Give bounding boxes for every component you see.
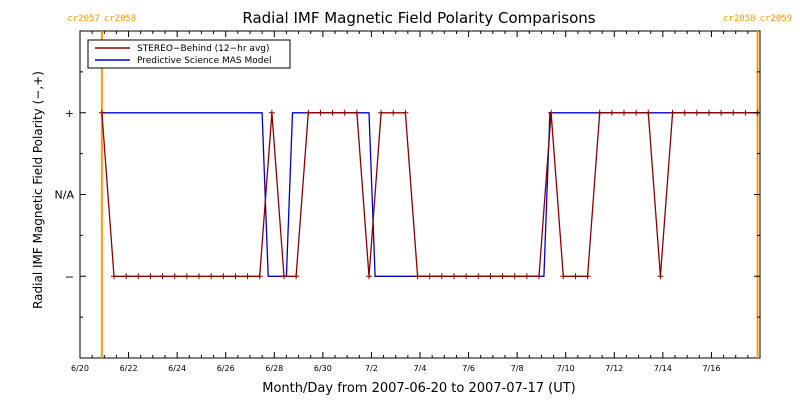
x-tick-label: 6/28 [265,364,283,373]
data-point-plus [171,273,178,280]
carrington-label-left: cr2057 [67,14,100,24]
data-point-plus [438,273,445,280]
series-line-mas-model [101,112,758,277]
data-point-plus [390,109,397,116]
x-tick-label: 7/4 [414,364,427,373]
data-point-plus [98,109,105,116]
data-point-plus [548,109,555,116]
data-point-plus [669,109,676,116]
data-point-plus [123,273,130,280]
x-tick-label: 6/22 [120,364,138,373]
data-point-plus [244,273,251,280]
series-line-stereo-behind [101,112,758,277]
data-point-plus [706,109,712,116]
data-point-plus [475,273,482,280]
data-point-plus [572,273,579,280]
legend: STEREO−Behind (12−hr avg) Predictive Sci… [87,39,291,69]
data-point-plus [268,109,275,116]
data-point-plus [208,273,215,280]
x-tick-label: 7/12 [605,364,623,373]
plot-frame-layer [79,30,761,359]
data-point-plus [256,273,263,280]
legend-box [87,39,291,69]
y-tick-label: − [65,270,74,283]
data-point-plus [693,109,700,116]
data-point-plus [657,273,664,280]
x-axis-label: Month/Day from 2007-06-20 to 2007-07-17 … [262,381,575,396]
data-point-plus [281,273,287,280]
series-layer [98,109,761,280]
carrington-label-right: cr2058 [104,14,137,24]
carrington-label-right: cr2059 [760,14,793,24]
data-point-plus [633,109,640,116]
data-point-plus [511,273,518,280]
data-point-plus [135,273,142,280]
data-point-plus [341,109,348,116]
data-point-plus [487,273,494,280]
data-point-plus [414,273,421,280]
data-point-plus [451,273,457,280]
data-point-plus [220,273,227,280]
data-point-plus [159,273,166,280]
data-point-plus [378,109,385,116]
legend-label-stereo: STEREO−Behind (12−hr avg) [137,44,270,54]
data-point-plus [718,109,725,116]
data-point-plus [584,273,591,280]
data-point-plus [183,273,190,280]
data-point-plus [523,273,530,280]
x-tick-label: 6/30 [314,364,332,373]
x-tick-label: 7/8 [511,364,524,373]
legend-label-mas: Predictive Science MAS Model [137,56,272,66]
data-point-plus [608,109,615,116]
data-point-plus [645,109,652,116]
data-point-plus [463,273,470,280]
data-point-plus [196,273,202,280]
data-point-plus [232,273,239,280]
data-point-plus [426,273,433,280]
data-point-plus [329,109,336,116]
data-point-plus [742,109,749,116]
data-point-plus [560,273,567,280]
data-point-plus [681,109,688,116]
data-point-plus [111,273,117,280]
data-point-plus [402,109,409,116]
y-tick-label: + [65,107,74,120]
y-tick-label: N/A [55,189,75,202]
x-tick-label: 7/16 [702,364,720,373]
data-point-plus [536,273,542,280]
x-tick-label: 6/26 [217,364,235,373]
data-point-plus [596,109,603,116]
chart-title: Radial IMF Magnetic Field Polarity Compa… [242,9,595,27]
data-point-plus [621,109,627,116]
x-tick-label: 7/6 [462,364,475,373]
x-tick-label: 7/10 [557,364,575,373]
x-tick-label: 7/14 [654,364,672,373]
y-axis-label: Radial IMF Magnetic Field Polarity (−,+) [31,71,45,309]
data-point-plus [317,109,324,116]
tick-layer: 6/20 6/22 6/24 6/26 6/28 6/30 7/2 7/4 7/6 7/8 7/10… [55,31,760,373]
data-point-plus [353,109,360,116]
data-point-plus [305,109,312,116]
data-point-plus [293,273,300,280]
carrington-label-left: cr2058 [723,14,756,24]
x-tick-label: 7/2 [365,364,378,373]
x-tick-label: 6/24 [168,364,186,373]
x-tick-label: 6/20 [71,364,89,373]
data-point-plus [147,273,154,280]
data-point-plus [730,109,737,116]
data-point-plus [366,273,372,280]
data-point-plus [499,273,506,280]
plot-frame [79,30,761,359]
